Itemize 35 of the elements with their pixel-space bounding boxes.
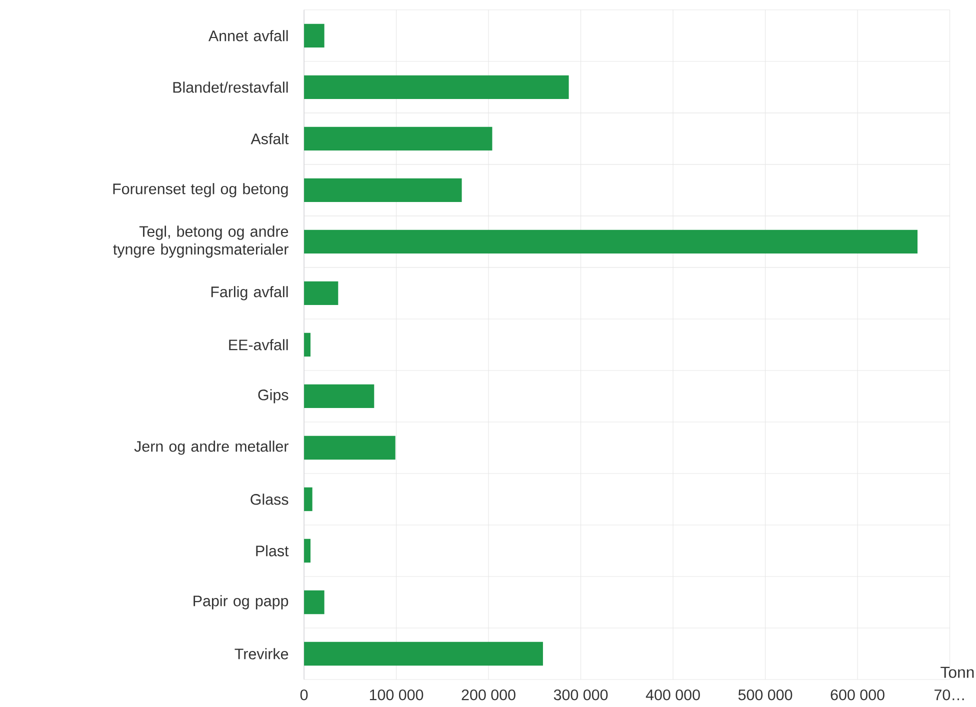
y-tick-label: Trevirke: [234, 648, 288, 660]
y-tick-label: Blandet/restavfall: [173, 81, 288, 93]
bar: [304, 230, 918, 254]
bar: [304, 642, 543, 666]
bar: [304, 332, 310, 356]
y-tick-label: Gips: [258, 389, 288, 404]
x-tick-label: 500 000: [738, 689, 792, 700]
bar: [304, 281, 338, 305]
bar: [304, 126, 492, 150]
y-tick-label: Papir og papp: [194, 595, 288, 610]
x-axis-title: Tonn: [940, 666, 974, 678]
y-tick-label: Jern og andre metaller: [134, 440, 288, 455]
y-tick-label: Farlig avfall: [211, 286, 288, 300]
bar: [304, 590, 324, 614]
y-tick-label: Forurenset tegl og betong: [113, 182, 288, 198]
y-tick-label: Annet avfall: [208, 30, 288, 42]
x-tick-label: 600 000: [830, 689, 884, 700]
bar: [304, 487, 312, 511]
x-tick-label: 70…: [934, 689, 964, 700]
y-tick-label: Glass: [250, 494, 288, 505]
bar: [304, 538, 310, 562]
bar: [304, 384, 374, 408]
x-tick-label: 400 000: [646, 689, 700, 700]
bar: [304, 75, 569, 99]
y-tick-label: EE-avfall: [229, 339, 288, 350]
y-tick-label: Plast: [256, 545, 289, 556]
bar: [304, 436, 396, 460]
bar: [304, 178, 462, 202]
x-tick-label: 300 000: [554, 689, 608, 700]
x-tick-label: 200 000: [462, 689, 516, 700]
y-tick-label: Asfalt: [250, 132, 289, 144]
x-tick-label: 100 000: [370, 689, 424, 700]
bar: [304, 24, 324, 48]
x-tick-label: 0: [300, 689, 308, 700]
y-tick-label: Tegl, betong og andre tyngre bygningsmaterialer: [113, 226, 288, 258]
